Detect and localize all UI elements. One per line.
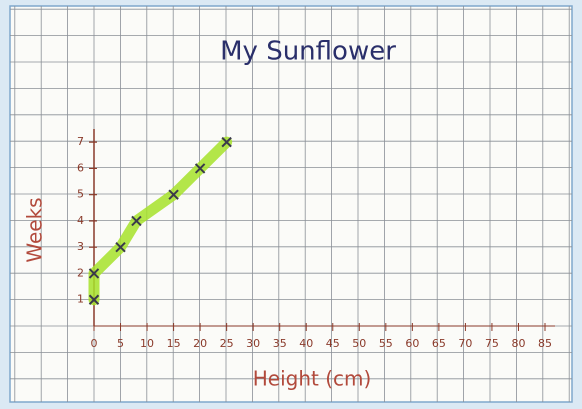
x-tick-label: 25 (220, 337, 234, 350)
x-tick-label: 30 (246, 337, 260, 350)
y-tick-label: 7 (77, 135, 84, 148)
x-tick-label: 55 (379, 337, 393, 350)
y-tick-label: 5 (77, 188, 84, 201)
y-tick-label: 4 (77, 214, 84, 227)
chart-title: My Sunflower (220, 37, 396, 67)
x-tick-label: 75 (485, 337, 499, 350)
y-tick-label: 3 (77, 240, 84, 253)
y-axis-label: Weeks (23, 197, 47, 262)
x-tick-label: 40 (299, 337, 313, 350)
y-tick-label: 1 (77, 293, 84, 306)
x-tick-label: 80 (511, 337, 525, 350)
x-tick-label: 0 (91, 337, 98, 350)
y-tick-label: 2 (77, 266, 84, 279)
x-tick-label: 50 (352, 337, 366, 350)
x-tick-label: 10 (140, 337, 154, 350)
x-tick-label: 35 (273, 337, 287, 350)
x-tick-label: 20 (193, 337, 207, 350)
x-tick-label: 65 (432, 337, 446, 350)
x-tick-label: 60 (405, 337, 419, 350)
x-tick-label: 70 (458, 337, 472, 350)
x-tick-label: 85 (538, 337, 552, 350)
y-tick-label: 6 (77, 161, 84, 174)
x-tick-label: 45 (326, 337, 340, 350)
x-tick-label: 15 (167, 337, 181, 350)
chart: My Sunflower Height (cm) Weeks 123456705… (0, 0, 582, 409)
x-axis-label: Height (cm) (253, 367, 372, 391)
x-tick-label: 5 (117, 337, 124, 350)
